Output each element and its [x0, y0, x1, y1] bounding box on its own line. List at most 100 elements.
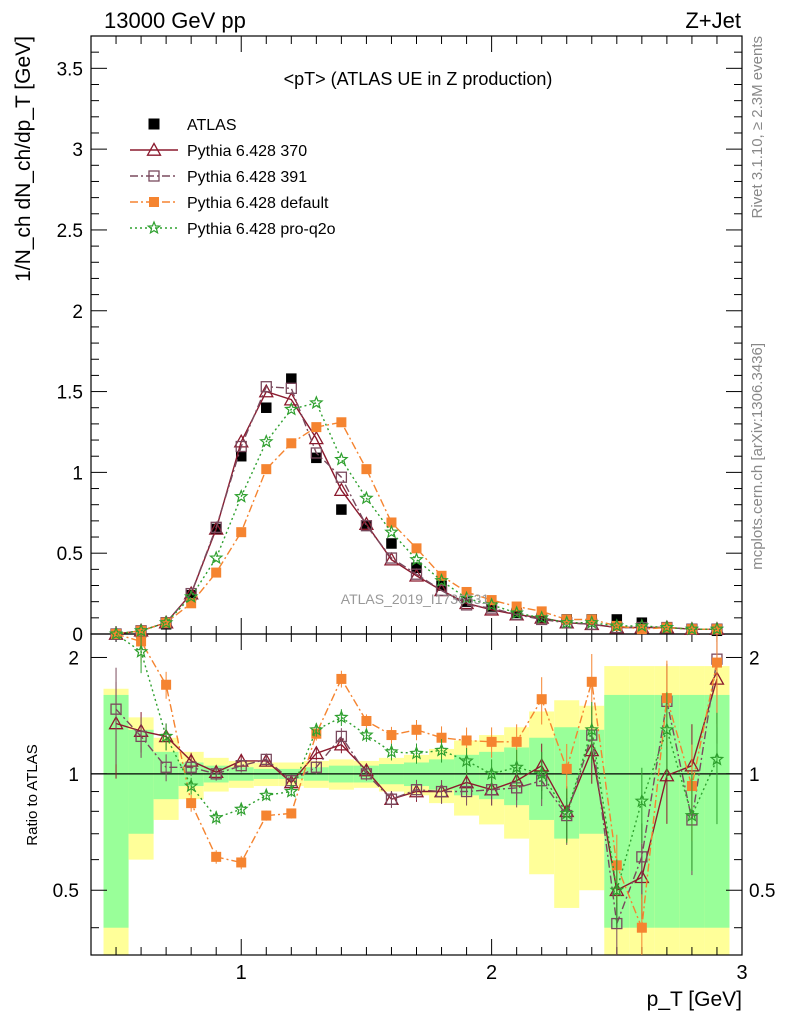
data-point: [333, 482, 349, 497]
ratio-point: [133, 644, 149, 658]
ratio-point: [135, 730, 147, 743]
y-tick-label: 2: [72, 302, 83, 323]
ratio-point: [461, 735, 472, 746]
ratio-tick-label-right: 0.5: [749, 881, 775, 902]
y-tick-label: 1.5: [57, 383, 83, 404]
legend-entry-4: Pythia 6.428 pro-q2o: [130, 220, 336, 238]
axis-ticks: 1 2 3 0 0.5 1 1.5 2 2.5 3 3.5 0.5 0.5 1 1 2 2: [53, 35, 775, 984]
ratio-point: [160, 761, 172, 773]
data-point: [559, 615, 575, 629]
ratio-point: [236, 857, 247, 868]
legend-entry-0: ATLAS: [148, 117, 237, 134]
ratio-point: [536, 694, 547, 705]
data-point: [210, 521, 222, 533]
ratio-point: [360, 768, 373, 780]
ratio-point: [286, 808, 297, 819]
ratio-point: [183, 778, 199, 793]
data-point: [486, 601, 497, 612]
y-axis-label: 1/N_ch dN_ch/dp_T [GeV]: [12, 36, 35, 282]
ratio-tick-label-left: 0.5: [53, 881, 79, 902]
data-point: [586, 614, 597, 625]
series-line: [115, 402, 717, 635]
x-tick-label: 1: [236, 962, 247, 984]
ratio-point: [210, 768, 222, 780]
data-point: [258, 434, 274, 448]
data-point: [584, 615, 600, 629]
ratio-point: [711, 657, 722, 668]
data-point: [108, 626, 124, 641]
ratio-point: [460, 785, 473, 798]
ratio-point: [110, 703, 122, 715]
ratio-point: [436, 732, 447, 743]
x-tick-label: 3: [736, 962, 747, 984]
data-point: [233, 488, 249, 503]
legend-marker: [146, 220, 162, 235]
data-point: [385, 552, 398, 564]
legend-label: Pythia 6.428 370: [187, 143, 307, 160]
data-point: [158, 615, 174, 629]
ratio-point: [186, 798, 197, 809]
ratio-point: [659, 722, 675, 736]
data-point: [308, 430, 324, 445]
legend-entry-3: Pythia 6.428 default: [130, 195, 329, 212]
ratio-point: [359, 727, 374, 742]
ratio-tick-label-left: 2: [68, 648, 79, 669]
y-tick-label: 3.5: [57, 59, 83, 80]
data-point: [383, 551, 400, 566]
legend-entry-1: Pythia 6.428 370: [130, 142, 307, 160]
ratio-point: [284, 783, 299, 798]
ratio-point: [559, 805, 575, 820]
legend-label: ATLAS: [187, 117, 237, 134]
ratio-point: [260, 753, 272, 766]
ratio-point: [511, 736, 522, 747]
data-point: [235, 450, 247, 462]
data-point: [709, 621, 725, 636]
ratio-point: [386, 730, 397, 741]
watermark: ATLAS_2019_I1736531: [341, 591, 490, 607]
chart-title: <pT> (ATLAS UE in Z production): [284, 69, 553, 89]
ratio-point: [634, 793, 650, 808]
ratio-point: [636, 922, 647, 933]
data-point: [186, 598, 197, 609]
ratio-tick-label-left: 1: [68, 765, 79, 786]
data-point: [310, 447, 322, 459]
data-point: [484, 597, 499, 612]
ratio-point: [411, 724, 422, 735]
data-point: [410, 568, 423, 580]
data-point: [309, 395, 324, 410]
ratio-point: [333, 736, 349, 751]
data-point: [634, 618, 650, 633]
data-point: [386, 517, 397, 528]
ratio-point: [459, 753, 474, 768]
data-point: [435, 584, 448, 597]
ratio-point: [336, 673, 347, 684]
ratio-series-4: [115, 633, 725, 928]
series-layer: [108, 373, 725, 955]
data-point: [260, 381, 272, 393]
data-point: [534, 609, 550, 624]
ratio-point: [308, 745, 324, 760]
ratio-point: [586, 676, 597, 687]
data-point: [386, 538, 397, 549]
ratio-point: [684, 807, 700, 822]
data-point: [236, 527, 247, 538]
ratio-point: [561, 763, 572, 774]
data-point: [408, 567, 425, 582]
ratio-point: [385, 793, 398, 805]
data-point: [561, 614, 572, 625]
data-point: [411, 562, 422, 573]
y-tick-label: 3: [72, 140, 83, 161]
ratio-point: [659, 767, 675, 782]
ratio-point: [258, 787, 274, 802]
legend-label: Pythia 6.428 default: [187, 195, 329, 212]
data-point: [284, 401, 299, 416]
data-point: [286, 373, 297, 384]
ratio-point: [410, 784, 423, 796]
data-point: [235, 440, 247, 453]
data-point: [285, 382, 297, 394]
data-point: [336, 417, 347, 428]
header-left: 13000 GeV pp: [104, 8, 246, 33]
ratio-point: [409, 745, 424, 760]
data-point: [258, 383, 274, 398]
